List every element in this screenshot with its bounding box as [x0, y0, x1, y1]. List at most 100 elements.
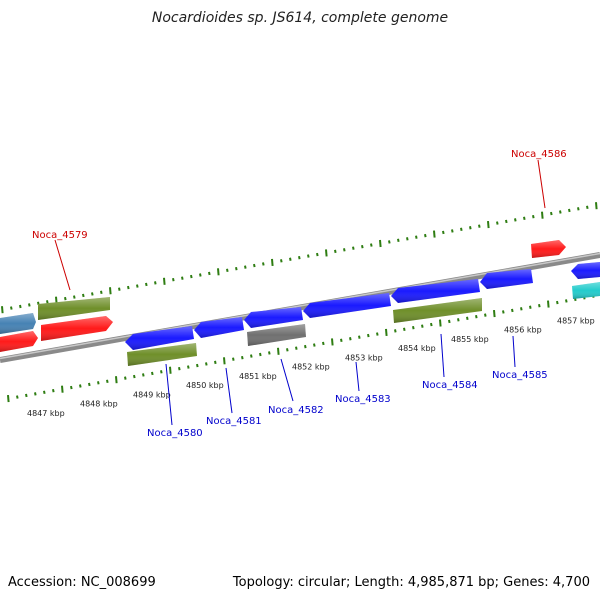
feature-shade: [194, 317, 244, 338]
feature-shade: [393, 298, 482, 323]
ruler-tick: [73, 295, 76, 299]
ruler-tick: [241, 355, 244, 360]
ruler-tick: [91, 292, 94, 296]
ruler-tick: [223, 357, 226, 365]
ruler-tick: [61, 385, 64, 393]
gene-label[interactable]: Noca_4583: [335, 394, 391, 405]
ruler-tick: [313, 343, 316, 347]
ruler-tick: [169, 366, 172, 374]
feature-shade: [38, 297, 110, 320]
ruler-tick: [298, 255, 301, 260]
ruler-tick: [289, 257, 292, 261]
gene-label[interactable]: Noca_4586: [511, 149, 567, 160]
ruler-tick: [394, 329, 397, 333]
feature-shade: [303, 293, 391, 318]
ruler-tick: [586, 205, 589, 209]
ruler-tick: [412, 326, 415, 330]
ruler-tick: [100, 290, 103, 295]
ruler-tick: [151, 371, 154, 376]
ruler-tick: [181, 276, 184, 280]
ruler-tick: [1, 306, 4, 314]
feature-shade: [480, 269, 533, 289]
kbp-tick-label: 4856 kbp: [504, 326, 542, 335]
ruler-tick: [316, 252, 319, 257]
ruler-tick: [541, 211, 544, 219]
ruler-tick: [487, 221, 490, 229]
gene-labels: Noca_4579 Noca_4580 Noca_4581 Noca_4582 …: [32, 149, 567, 439]
ruler-tick: [178, 366, 181, 371]
ruler-tick: [421, 324, 424, 328]
ruler-tick: [79, 384, 82, 388]
ruler-tick: [52, 389, 55, 393]
gene-label[interactable]: Noca_4585: [492, 370, 548, 381]
feature-shade: [0, 313, 36, 334]
gene-label[interactable]: Noca_4581: [206, 416, 262, 427]
ruler-tick: [187, 365, 190, 369]
ruler-tick: [361, 244, 364, 249]
tick-labels: 4847 kbp 4848 kbp 4849 kbp 4850 kbp 4851 kbp…: [27, 316, 595, 418]
ruler-tick: [406, 237, 409, 241]
ruler-tick: [358, 335, 361, 339]
ruler-tick: [424, 233, 427, 238]
ruler-tick: [367, 333, 370, 338]
ruler-tick: [133, 374, 136, 379]
ruler-tick: [577, 207, 580, 211]
ruler-tick: [205, 362, 208, 366]
kbp-tick-label: 4854 kbp: [398, 344, 436, 353]
ruler-tick: [34, 392, 37, 396]
ruler-tick: [568, 208, 571, 213]
gene-label[interactable]: Noca_4580: [147, 428, 203, 439]
ruler-tick: [529, 305, 532, 309]
kbp-tick-label: 4850 kbp: [186, 381, 224, 390]
ruler-tick: [118, 287, 121, 291]
kbp-tick-label: 4857 kbp: [557, 316, 595, 325]
ruler-tick: [352, 246, 355, 250]
ruler-tick: [214, 360, 217, 365]
ruler-tick: [109, 287, 112, 295]
ruler-tick: [280, 259, 283, 263]
ruler-tick: [493, 309, 496, 318]
ruler-tick: [19, 304, 22, 309]
ruler-tick: [226, 268, 229, 272]
ruler-tick: [550, 211, 553, 216]
ruler-tick: [502, 310, 505, 314]
ruler-tick: [397, 238, 400, 243]
ruler-tick: [244, 265, 247, 269]
ruler-tick: [82, 293, 85, 298]
map-title: Nocardioides sp. JS614, complete genome: [151, 10, 449, 26]
ruler-tick: [154, 281, 157, 285]
ruler-tick: [16, 395, 19, 399]
ruler-tick: [385, 328, 388, 337]
ruler-tick: [253, 263, 256, 268]
ruler-tick: [163, 277, 166, 285]
ruler-tick: [286, 348, 289, 352]
ruler-tick: [43, 390, 46, 394]
ruler-tick: [199, 273, 202, 277]
ruler-tick: [124, 376, 127, 380]
ruler-tick: [304, 344, 307, 349]
genome-summary-text: Topology: circular; Length: 4,985,871 bp…: [232, 575, 590, 590]
ruler-tick: [70, 385, 73, 390]
feature-shade: [41, 316, 113, 341]
tick-ring-inner: [7, 294, 595, 403]
ruler-tick: [325, 249, 328, 257]
ruler-tick: [376, 332, 379, 336]
ruler-tick: [442, 230, 445, 235]
gene-label[interactable]: Noca_4582: [268, 405, 324, 416]
kbp-tick-label: 4847 kbp: [27, 409, 65, 418]
ruler-tick: [523, 216, 526, 220]
kbp-tick-label: 4849 kbp: [133, 390, 171, 399]
ruler-tick: [511, 308, 514, 313]
feature-shade: [572, 282, 600, 299]
kbp-tick-label: 4848 kbp: [80, 400, 118, 409]
ruler-tick: [7, 395, 10, 403]
gene-label[interactable]: Noca_4584: [422, 380, 478, 391]
ruler-tick: [127, 285, 130, 290]
ruler-tick: [349, 337, 352, 341]
ruler-tick: [388, 240, 391, 244]
ruler-tick: [538, 303, 541, 308]
gene-label[interactable]: Noca_4579: [32, 230, 88, 241]
ruler-tick: [469, 226, 472, 230]
feature-shading: [0, 240, 600, 366]
ruler-tick: [496, 221, 499, 225]
